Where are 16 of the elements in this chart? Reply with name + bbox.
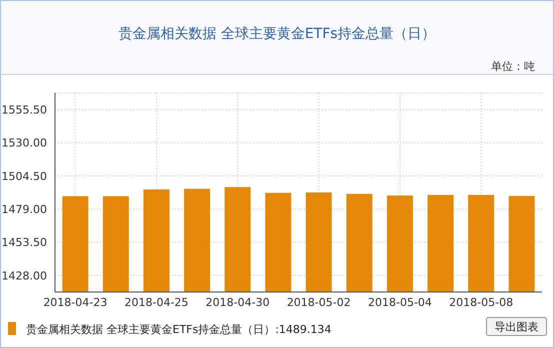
text: 单位：吨 bbox=[491, 60, 535, 73]
y-tick-label: 1555.50 bbox=[2, 103, 47, 116]
y-tick-label: 1530.00 bbox=[2, 136, 47, 150]
export-button: 导出图表 bbox=[486, 317, 547, 336]
x-tick-label: 2018-05-02 bbox=[286, 296, 351, 309]
x-tick-label: 2018-04-23 bbox=[43, 296, 108, 309]
y-tick-label: 1504.50 bbox=[2, 170, 47, 183]
y-tick-label: 1453.50 bbox=[2, 236, 47, 250]
y-tick-label: 1479.00 bbox=[2, 202, 47, 216]
x-tick-label: 2018-05-08 bbox=[449, 296, 514, 309]
legend-label: 贵金属相关数据 全球主要黄金ETFs持金总量（日）:1489.134 bbox=[26, 322, 332, 336]
x-tick-label: 2018-04-25 bbox=[124, 296, 188, 309]
chart-title: 贵金属相关数据 全球主要黄金ETFs持金总量（日） bbox=[118, 26, 436, 42]
y-tick-label: 1428.00 bbox=[2, 269, 47, 282]
x-tick-label: 2018-05-04 bbox=[368, 296, 432, 309]
x-tick-label: 2018-04-30 bbox=[206, 296, 270, 309]
